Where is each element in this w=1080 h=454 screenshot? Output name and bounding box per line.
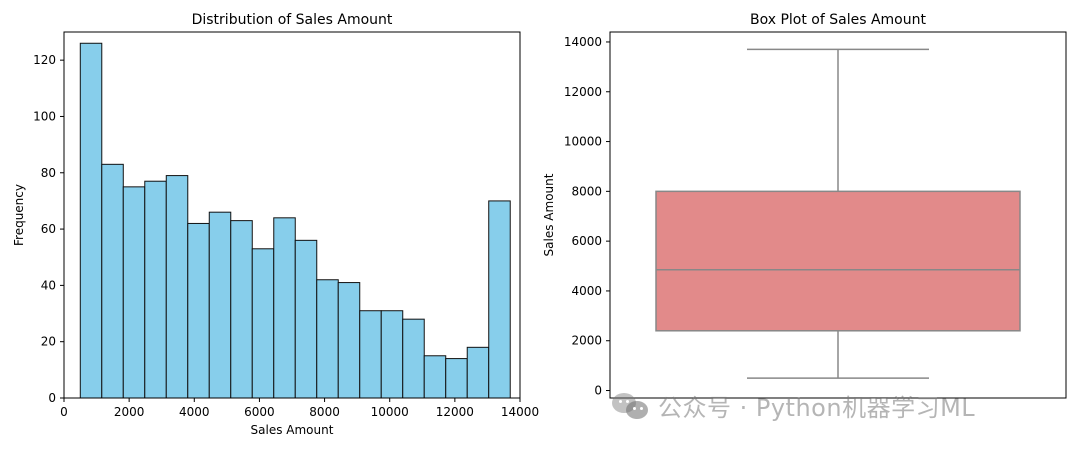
histogram-bar-10 <box>294 239 318 399</box>
histogram-x-tick-label-1: 2000 <box>114 405 145 419</box>
histogram-y-tick-label-4: 80 <box>41 166 56 180</box>
histogram-x-tick-label-6: 12000 <box>436 405 474 419</box>
histogram-y-tick-label-0: 0 <box>48 391 56 405</box>
histogram-bar-0 <box>79 42 103 399</box>
histogram-axes-frame <box>63 31 521 399</box>
boxplot-y-ticks: 0 2000 4000 6000 8000 10000 12000 14000 <box>564 35 610 398</box>
histogram-title: Distribution of Sales Amount <box>192 12 393 28</box>
histogram-x-tick-label-5: 10000 <box>371 405 409 419</box>
histogram-bar-5 <box>187 222 210 399</box>
histogram-y-axis-label: Frequency <box>12 184 26 246</box>
histogram-x-tick-label-2: 4000 <box>179 405 210 419</box>
boxplot-y-tick-label-2: 4000 <box>571 284 602 298</box>
boxplot-y-tick-label-1: 2000 <box>571 334 602 348</box>
histogram-bar-15 <box>402 318 425 399</box>
histogram-bar-16 <box>423 355 447 399</box>
boxplot-elements <box>655 48 1021 379</box>
boxplot-y-tick-label-7: 14000 <box>564 35 602 49</box>
histogram-bar-13 <box>359 310 382 399</box>
histogram-panel: Distribution of Sales Amount 0 2000 4000 60… <box>12 12 539 437</box>
wechat-icon <box>612 391 650 421</box>
watermark-text: 公众号 · Python机器学习ML <box>658 394 976 422</box>
histogram-x-tick-label-4: 8000 <box>309 405 340 419</box>
boxplot-axes-frame <box>609 31 1067 399</box>
histogram-bar-8 <box>251 248 275 399</box>
boxplot-y-axis-label: Sales Amount <box>542 173 556 256</box>
watermark: 公众号 · Python机器学习ML <box>612 388 975 423</box>
histogram-bar-1 <box>101 163 124 399</box>
histogram-bar-14 <box>380 310 404 399</box>
histogram-y-tick-label-1: 20 <box>41 335 56 349</box>
histogram-bar-3 <box>144 180 167 399</box>
boxplot-y-tick-label-0: 0 <box>594 384 602 398</box>
histogram-x-tick-label-7: 14000 <box>501 405 539 419</box>
histogram-bar-9 <box>273 217 296 399</box>
histogram-bar-11 <box>316 279 339 399</box>
boxplot-y-tick-label-5: 10000 <box>564 135 602 149</box>
boxplot-panel: Box Plot of Sales Amount 0 2000 4000 6000 80… <box>542 12 1067 399</box>
histogram-y-tick-label-3: 60 <box>41 222 56 236</box>
boxplot-title: Box Plot of Sales Amount <box>750 12 926 28</box>
histogram-bars <box>79 42 511 399</box>
histogram-bar-7 <box>230 220 253 399</box>
boxplot-y-tick-label-3: 6000 <box>571 234 602 248</box>
histogram-y-tick-label-5: 100 <box>33 109 56 123</box>
histogram-bar-4 <box>165 175 189 399</box>
boxplot-box <box>655 190 1021 332</box>
histogram-bar-19 <box>488 200 511 399</box>
histogram-x-tick-label-3: 6000 <box>244 405 275 419</box>
boxplot-y-tick-label-6: 12000 <box>564 85 602 99</box>
histogram-bar-2 <box>122 186 146 399</box>
histogram-y-ticks: 0 20 40 60 80 100 120 <box>33 53 64 405</box>
histogram-bar-17 <box>445 358 468 399</box>
histogram-x-ticks: 0 2000 4000 6000 8000 10000 12000 14000 <box>60 398 539 419</box>
boxplot-y-tick-label-4: 8000 <box>571 184 602 198</box>
histogram-bar-6 <box>208 211 232 399</box>
histogram-x-tick-label-0: 0 <box>60 405 68 419</box>
histogram-bar-18 <box>466 346 490 399</box>
histogram-bar-12 <box>337 282 361 399</box>
histogram-x-axis-label: Sales Amount <box>251 423 334 437</box>
histogram-y-tick-label-6: 120 <box>33 53 56 67</box>
histogram-y-tick-label-2: 40 <box>41 278 56 292</box>
